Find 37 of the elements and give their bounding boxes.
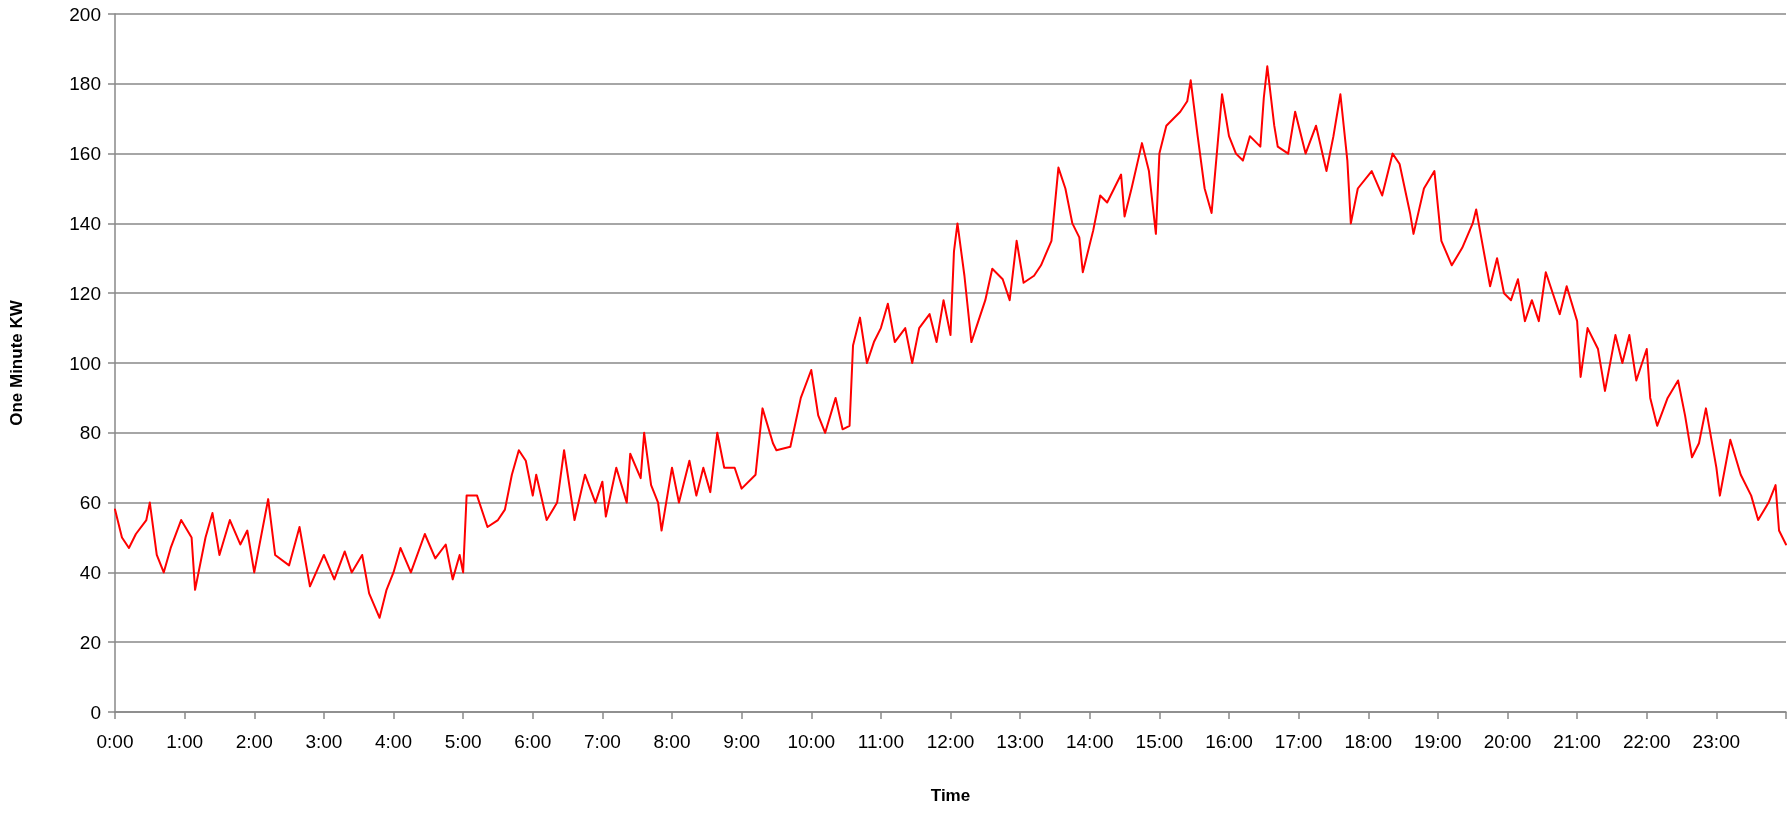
x-tick-label: 15:00 — [1135, 731, 1184, 752]
x-tick-label: 14:00 — [1065, 731, 1114, 752]
x-tick-label: 12:00 — [926, 731, 975, 752]
y-tick-label: 140 — [69, 212, 101, 234]
y-tick-label: 180 — [69, 73, 101, 95]
x-tick-label: 2:00 — [235, 731, 273, 752]
x-tick-label: 17:00 — [1274, 731, 1323, 752]
x-tick-label: 18:00 — [1344, 731, 1393, 752]
y-tick-label: 100 — [69, 352, 101, 374]
x-tick-label: 21:00 — [1553, 731, 1601, 752]
x-tick-label: 23:00 — [1692, 731, 1741, 752]
x-axis-title: Time — [930, 786, 971, 805]
y-tick-label: 200 — [69, 3, 101, 25]
x-tick-label: 5:00 — [444, 731, 482, 752]
x-tick-label: 20:00 — [1483, 731, 1532, 752]
x-tick-label: 1:00 — [166, 731, 204, 752]
x-tick-label: 3:00 — [305, 731, 343, 752]
y-axis-title: One Minute KW — [7, 299, 26, 426]
x-tick-label: 19:00 — [1414, 731, 1462, 752]
x-tick-label: 13:00 — [996, 731, 1044, 752]
x-tick-label: 16:00 — [1205, 731, 1253, 752]
y-tick-label: 120 — [69, 282, 101, 304]
x-tick-label: 6:00 — [514, 731, 552, 752]
x-tick-label: 11:00 — [857, 731, 904, 752]
x-tick-label: 0:00 — [96, 731, 134, 752]
y-tick-label: 0 — [90, 701, 101, 723]
x-tick-label: 8:00 — [653, 731, 691, 752]
y-tick-label: 80 — [79, 422, 101, 444]
y-tick-label: 160 — [69, 143, 101, 165]
x-tick-label: 9:00 — [723, 731, 761, 752]
y-tick-label: 60 — [79, 492, 101, 514]
x-tick-label: 4:00 — [375, 731, 412, 752]
x-tick-label: 10:00 — [787, 731, 836, 752]
y-tick-label: 20 — [79, 631, 101, 653]
y-tick-label: 40 — [79, 561, 101, 583]
x-tick-label: 7:00 — [583, 731, 621, 752]
x-tick-label: 22:00 — [1622, 731, 1671, 752]
